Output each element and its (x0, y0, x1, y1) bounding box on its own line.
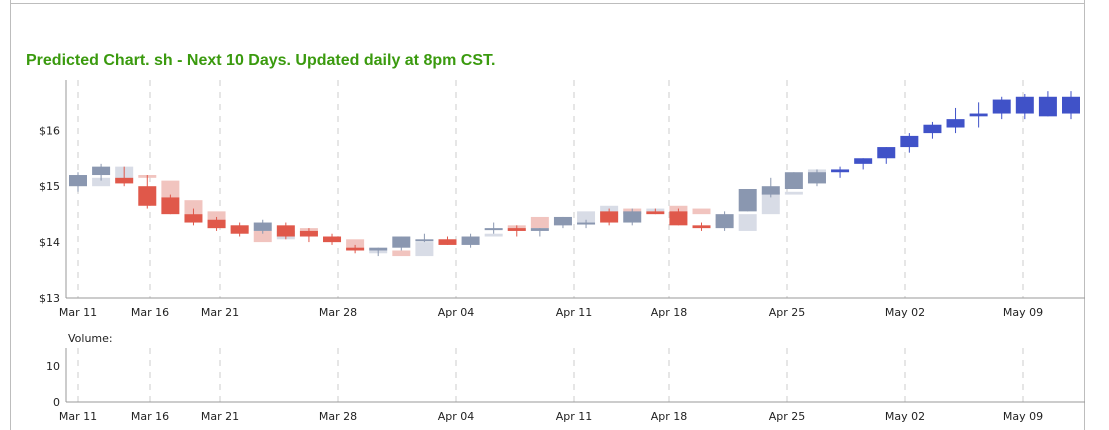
volume-y-tick-label: 10 (46, 360, 60, 373)
candle-body (299, 230, 318, 237)
price-x-tick-label: Mar 16 (131, 306, 169, 319)
price-y-tick-label: $16 (39, 124, 60, 137)
candle-body (715, 214, 734, 229)
price-x-tick-label: Apr 18 (651, 306, 688, 319)
candle-echo-body (692, 208, 711, 215)
chart-title: Predicted Chart. sh - Next 10 Days. Upda… (26, 52, 496, 69)
candle-body (184, 214, 203, 223)
candle-echo-body (415, 242, 434, 257)
candle-body (415, 239, 434, 242)
volume-x-tick-label: May 09 (1003, 410, 1043, 423)
candle-body (323, 236, 342, 243)
candle-body (92, 166, 111, 176)
candle-echo-body (761, 191, 780, 215)
volume-x-tick-label: Mar 28 (319, 410, 357, 423)
volume-x-tick-label: Apr 04 (438, 410, 475, 423)
candle-body (138, 186, 157, 206)
volume-label: Volume: (68, 332, 113, 345)
candle-body (692, 225, 711, 229)
candle-echo-body (184, 200, 203, 215)
candle-body (623, 211, 642, 223)
chart-frame (10, 0, 1085, 430)
price-x-tick-label: May 02 (885, 306, 925, 319)
volume-y-tick-label: 0 (53, 396, 60, 409)
candle-body (392, 236, 411, 248)
volume-x-tick-label: Mar 16 (131, 410, 169, 423)
candle-echo-body (484, 233, 503, 237)
candle-body (854, 158, 873, 164)
price-x-tick-label: May 09 (1003, 306, 1043, 319)
candle-body (346, 247, 365, 251)
volume-x-tick-label: May 02 (885, 410, 925, 423)
candle-body (831, 169, 850, 173)
price-y-tick-label: $13 (39, 292, 60, 305)
candle-body (438, 239, 457, 245)
candle-body (669, 211, 688, 226)
candle-body (115, 177, 134, 184)
price-y-tick-label: $14 (39, 236, 60, 249)
candle-body (1062, 96, 1080, 114)
candle-body (161, 197, 180, 215)
candle-body (461, 236, 480, 245)
candle-echo-body (253, 230, 272, 243)
candle-body (207, 219, 226, 229)
candle-echo-body (161, 180, 180, 198)
candle-body (230, 225, 249, 234)
volume-x-tick-label: Apr 18 (651, 410, 688, 423)
volume-x-tick-label: Apr 11 (556, 410, 593, 423)
candle-body (761, 186, 780, 195)
candle-echo-body (577, 211, 596, 223)
candle-body (784, 172, 803, 189)
candle-body (738, 189, 757, 212)
candle-body (600, 211, 619, 223)
candle-body (877, 147, 896, 159)
candle-body (253, 222, 272, 231)
candle-body (577, 222, 596, 225)
price-x-tick-label: Apr 25 (769, 306, 806, 319)
candle-body (530, 228, 549, 231)
candle-body (900, 135, 919, 148)
price-y-tick-label: $15 (39, 180, 60, 193)
candle-echo-body (738, 214, 757, 231)
candle-body (553, 216, 572, 226)
price-x-tick-label: Apr 11 (556, 306, 593, 319)
candle-echo-body (530, 216, 549, 229)
candle-body (992, 99, 1011, 114)
price-x-tick-label: Apr 04 (438, 306, 475, 319)
price-x-tick-label: Mar 28 (319, 306, 357, 319)
candle-body (276, 225, 295, 237)
candle-body (646, 211, 665, 215)
candle-echo-body (784, 191, 803, 195)
candle-body (969, 113, 988, 117)
candle-body (807, 172, 826, 184)
candle-body (507, 228, 526, 231)
candle-body (1015, 96, 1034, 114)
candle-body (69, 175, 87, 187)
price-x-tick-label: Mar 21 (201, 306, 239, 319)
candle-body (369, 247, 388, 251)
volume-x-tick-label: Mar 21 (201, 410, 239, 423)
top-divider (10, 3, 1085, 4)
candle-body (946, 119, 965, 128)
price-x-tick-label: Mar 11 (59, 306, 97, 319)
candle-echo-body (392, 250, 411, 257)
volume-x-tick-label: Mar 11 (59, 410, 97, 423)
candle-echo-body (92, 177, 111, 187)
candle-body (1038, 96, 1057, 117)
candle-body (923, 124, 942, 134)
volume-x-tick-label: Apr 25 (769, 410, 806, 423)
candle-body (484, 228, 503, 231)
